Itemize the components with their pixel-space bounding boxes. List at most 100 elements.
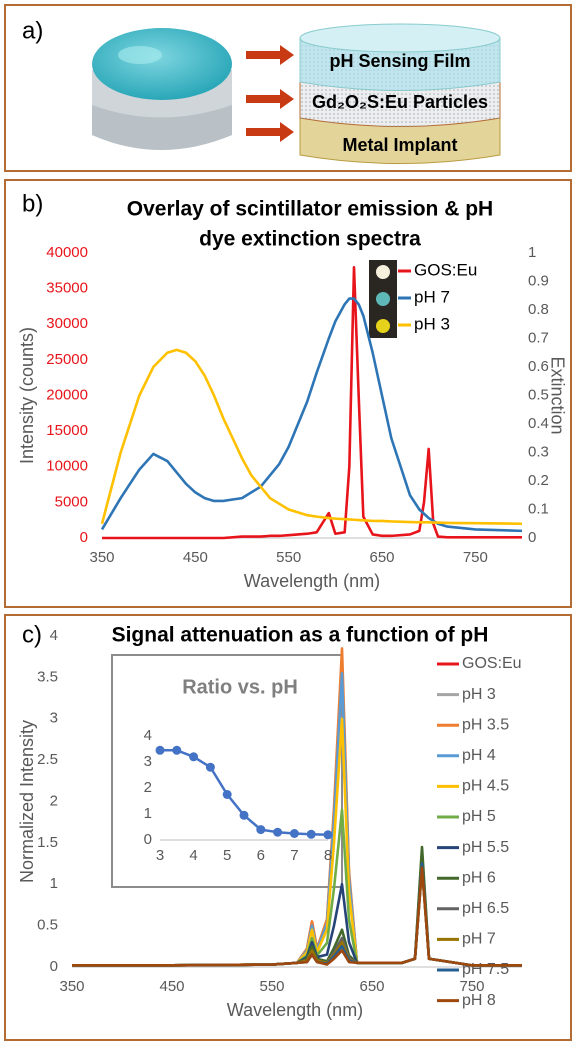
y-tick-label: 5000 bbox=[55, 493, 88, 510]
legend-label: pH 6 bbox=[462, 869, 496, 886]
x-tick-label: 6 bbox=[257, 847, 265, 864]
x-tick-label: 350 bbox=[89, 549, 114, 566]
chart-title: Ratio vs. pH bbox=[182, 676, 298, 698]
y2-axis-label: Extinction bbox=[547, 356, 567, 434]
series-line bbox=[100, 297, 523, 533]
x-tick-label: 450 bbox=[159, 978, 184, 995]
marker bbox=[273, 827, 283, 837]
x-tick-label: 550 bbox=[276, 549, 301, 566]
y2-tick-label: 0.9 bbox=[528, 272, 549, 289]
chart-title: Signal attenuation as a function of pH bbox=[112, 624, 489, 647]
y-tick-label: 1 bbox=[144, 805, 152, 822]
x-tick-label: 4 bbox=[189, 847, 197, 864]
y2-tick-label: 0.3 bbox=[528, 443, 549, 460]
marker bbox=[323, 830, 333, 840]
x-tick-label: 550 bbox=[259, 978, 284, 995]
legend-label: pH 6.5 bbox=[462, 900, 509, 917]
arrows bbox=[246, 45, 294, 142]
y-tick-label: 4 bbox=[144, 727, 152, 744]
y-tick-label: 40000 bbox=[46, 244, 88, 261]
x-tick-label: 8 bbox=[324, 847, 332, 864]
y-tick-label: 0 bbox=[80, 529, 88, 546]
x-tick-label: 450 bbox=[183, 549, 208, 566]
marker bbox=[172, 745, 182, 755]
x-tick-label: 750 bbox=[463, 549, 488, 566]
y-tick-label: 35000 bbox=[46, 280, 88, 297]
x-axis-label: Wavelength (nm) bbox=[227, 1000, 363, 1020]
x-tick-label: 650 bbox=[359, 978, 384, 995]
y-tick-label: 1 bbox=[50, 875, 58, 892]
y-tick-label: 20000 bbox=[46, 386, 88, 403]
photo bbox=[92, 28, 232, 150]
x-tick-label: 7 bbox=[290, 847, 298, 864]
marker bbox=[306, 829, 316, 839]
x-tick-label: 750 bbox=[459, 978, 484, 995]
marker bbox=[289, 829, 299, 838]
y2-tick-label: 0.5 bbox=[528, 386, 549, 403]
legend-label: pH 5.5 bbox=[462, 839, 509, 856]
y-tick-label: 0 bbox=[50, 958, 58, 975]
y-tick-label: 3.5 bbox=[37, 668, 58, 685]
y-axis-label: Normalized Intensity bbox=[17, 720, 37, 883]
marker bbox=[189, 752, 199, 762]
layer-stack bbox=[299, 23, 501, 164]
legend-label: pH 3 bbox=[462, 686, 496, 703]
marker bbox=[205, 762, 215, 772]
layer-label: Gd₂O₂S:Eu Particles bbox=[312, 92, 488, 112]
chart-title: Overlay of scintillator emission & pH bbox=[127, 198, 493, 221]
y-tick-label: 0 bbox=[144, 831, 152, 848]
legend-icon bbox=[369, 260, 397, 338]
y-tick-label: 2 bbox=[50, 792, 58, 809]
panel-label: c) bbox=[22, 621, 42, 648]
y-tick-label: 0.5 bbox=[37, 917, 58, 934]
y-tick-label: 2.5 bbox=[37, 751, 58, 768]
series-line bbox=[102, 265, 522, 540]
y2-tick-label: 0.2 bbox=[528, 472, 549, 489]
series-line bbox=[72, 866, 522, 967]
y2-tick-label: 0.8 bbox=[528, 301, 549, 318]
y2-tick-label: 0 bbox=[528, 529, 536, 546]
y-tick-label: 10000 bbox=[46, 458, 88, 475]
chart-title: dye extinction spectra bbox=[199, 228, 421, 251]
panel-label: a) bbox=[22, 17, 43, 44]
inset-frame bbox=[111, 654, 343, 888]
y-tick-label: 4 bbox=[50, 627, 58, 644]
legend-label: pH 7 bbox=[414, 287, 450, 306]
y-tick-label: 25000 bbox=[46, 351, 88, 368]
marker bbox=[256, 825, 266, 835]
x-tick-label: 350 bbox=[59, 978, 84, 995]
y-tick-label: 3 bbox=[144, 753, 152, 770]
legend-label: pH 5 bbox=[462, 808, 496, 825]
x-tick-label: 650 bbox=[369, 549, 394, 566]
marker bbox=[239, 810, 249, 820]
legend-label: GOS:Eu bbox=[414, 260, 477, 279]
series-line bbox=[100, 348, 523, 526]
x-axis-label: Wavelength (nm) bbox=[244, 571, 380, 591]
layer-label: pH Sensing Film bbox=[329, 51, 470, 71]
y2-tick-label: 0.4 bbox=[528, 415, 549, 432]
y2-tick-label: 0.1 bbox=[528, 500, 549, 517]
y-tick-label: 2 bbox=[144, 779, 152, 796]
x-tick-label: 5 bbox=[223, 847, 231, 864]
y-tick-label: 3 bbox=[50, 710, 58, 727]
y2-tick-label: 0.6 bbox=[528, 358, 549, 375]
y-tick-label: 15000 bbox=[46, 422, 88, 439]
marker bbox=[155, 745, 165, 755]
legend-label: pH 4 bbox=[462, 747, 496, 764]
x-tick-label: 3 bbox=[156, 847, 164, 864]
y-tick-label: 1.5 bbox=[37, 834, 58, 851]
legend-label: pH 3 bbox=[414, 314, 450, 333]
legend-label: pH 7 bbox=[462, 931, 496, 948]
legend-label: pH 4.5 bbox=[462, 778, 509, 795]
y-axis-label: Intensity (counts) bbox=[17, 327, 37, 464]
layer-label: Metal Implant bbox=[342, 135, 457, 155]
marker bbox=[222, 790, 232, 799]
panel-label: b) bbox=[22, 190, 43, 217]
legend-label: pH 3.5 bbox=[462, 716, 509, 733]
y-tick-label: 30000 bbox=[46, 315, 88, 332]
legend-label: pH 8 bbox=[462, 992, 496, 1009]
legend-label: GOS:Eu bbox=[462, 655, 522, 672]
y2-tick-label: 0.7 bbox=[528, 329, 549, 346]
y2-tick-label: 1 bbox=[528, 244, 536, 261]
